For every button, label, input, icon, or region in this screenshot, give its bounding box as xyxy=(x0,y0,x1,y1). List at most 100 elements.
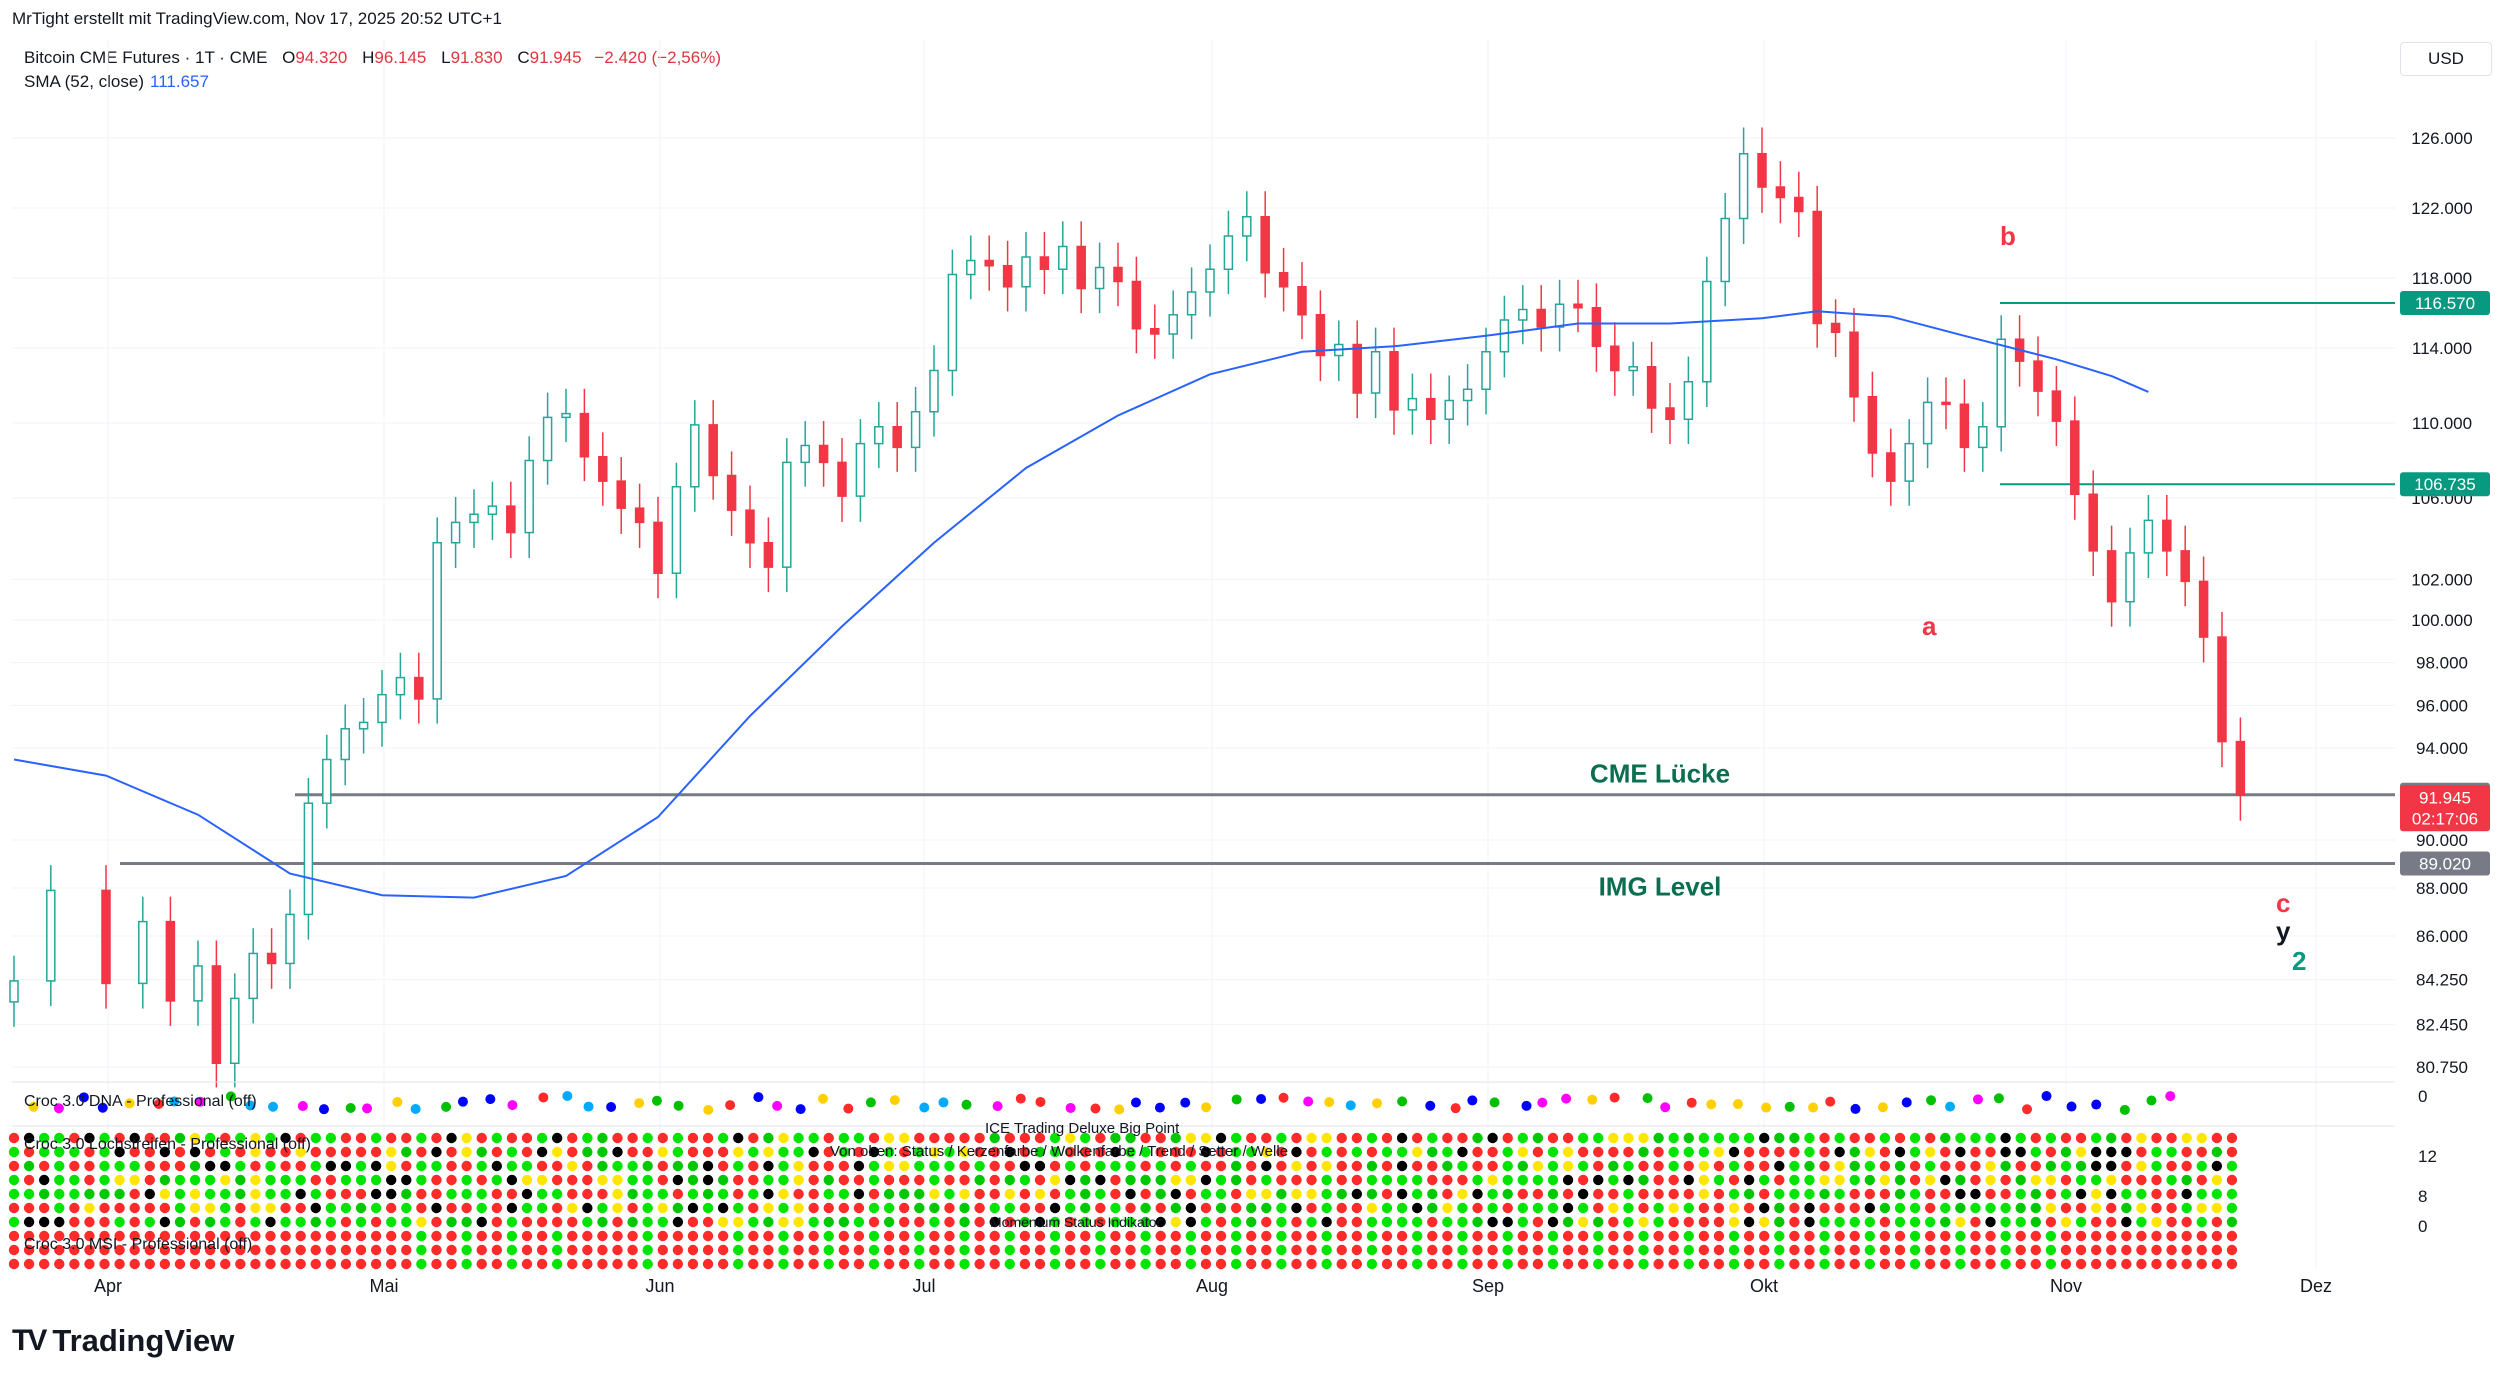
indicator-dot xyxy=(1411,1202,1423,1214)
candle-body xyxy=(1867,396,1878,454)
candle-body xyxy=(1646,366,1657,409)
candle-body xyxy=(2162,519,2172,552)
indicator-dot xyxy=(1743,1174,1755,1186)
indicator-dot xyxy=(672,1244,684,1256)
indicator-dot xyxy=(99,1230,110,1242)
indicator-dot xyxy=(1276,1132,1287,1144)
indicator-dot xyxy=(2151,1188,2162,1200)
indicator-dot xyxy=(1064,1146,1076,1158)
indicator-dot xyxy=(1713,1174,1725,1186)
indicator-dot xyxy=(1095,1146,1106,1158)
indicator-dot xyxy=(808,1160,819,1172)
wave-label-c: c xyxy=(2276,888,2290,918)
indicator-dot xyxy=(642,1146,653,1158)
indicator-dot xyxy=(883,1160,895,1172)
indicator-dot xyxy=(551,1216,563,1228)
indicator-dot xyxy=(280,1160,291,1172)
currency-button[interactable]: USD xyxy=(2400,42,2492,76)
indicator-dot xyxy=(1623,1132,1634,1144)
indicator-dot xyxy=(1306,1174,1317,1186)
indicator-dot xyxy=(189,1174,201,1186)
wave-label-b: b xyxy=(2000,221,2016,251)
indicator-dot xyxy=(1185,1244,1197,1256)
indicator-dot xyxy=(1547,1146,1559,1158)
lochstreifen-indicator-label[interactable]: Croc 3.0 Lochstreifen - Professional (of… xyxy=(24,1136,311,1153)
indicator-dot xyxy=(1185,1160,1197,1172)
indicator-dot xyxy=(551,1188,563,1200)
indicator-dot xyxy=(1442,1146,1453,1158)
indicator-dot xyxy=(506,1146,518,1158)
indicator-dot xyxy=(1728,1216,1740,1228)
msi-indicator-label[interactable]: Croc 3.0 MSI - Professional (off) xyxy=(24,1236,253,1253)
indicator-dot xyxy=(491,1202,503,1214)
indicator-dot xyxy=(235,1146,246,1158)
indicator-dot xyxy=(1653,1174,1664,1186)
price-axis[interactable]: 80.75082.45084.25086.00088.00090.00094.0… xyxy=(2400,129,2490,1236)
indicator-dot xyxy=(370,1202,382,1214)
indicator-dot xyxy=(1034,1258,1046,1270)
indicator-dot xyxy=(54,1188,65,1200)
indicator-dot xyxy=(627,1216,638,1228)
indicator-dot xyxy=(1411,1216,1423,1228)
indicator-dot xyxy=(23,1230,35,1242)
dna-dot xyxy=(1450,1103,1461,1114)
indicator-dot xyxy=(521,1244,533,1256)
indicator-dot xyxy=(265,1244,276,1256)
indicator-dot xyxy=(370,1132,382,1144)
indicator-dot xyxy=(204,1244,216,1256)
indicator-dot xyxy=(431,1132,442,1144)
indicator-dot xyxy=(627,1202,638,1214)
indicator-dot xyxy=(325,1202,337,1214)
indicator-dot xyxy=(1789,1202,1800,1214)
indicator-dot xyxy=(1864,1216,1876,1228)
indicator-dot xyxy=(1532,1132,1544,1144)
symbol-legend[interactable]: Bitcoin CME Futures · 1T · CME O94.320 H… xyxy=(24,48,721,68)
indicator-dot xyxy=(1562,1216,1574,1228)
indicator-dot xyxy=(1759,1230,1770,1242)
indicator-dot xyxy=(582,1244,593,1256)
indicator-dot xyxy=(1924,1244,1936,1256)
indicator-dot xyxy=(2045,1258,2057,1270)
indicator-dot xyxy=(310,1216,321,1228)
indicator-dot xyxy=(1562,1146,1574,1158)
indicator-dot xyxy=(763,1188,774,1200)
indicator-dot xyxy=(1140,1244,1151,1256)
indicator-dot xyxy=(1849,1202,1860,1214)
indicator-dot xyxy=(2121,1132,2132,1144)
dna-dot xyxy=(1972,1094,1983,1105)
indicator-dot xyxy=(2181,1216,2192,1228)
indicator-dot xyxy=(1427,1188,1438,1200)
indicator-dot xyxy=(567,1188,578,1200)
dna-indicator-label[interactable]: Croc 3.0 DNA - Professional (off) xyxy=(24,1093,257,1110)
indicator-dot xyxy=(1502,1202,1513,1214)
indicator-dot xyxy=(2045,1160,2057,1172)
indicator-dot xyxy=(1683,1146,1694,1158)
price-tick-label: 80.750 xyxy=(2416,1058,2468,1077)
indicator-dot xyxy=(929,1216,940,1228)
sma-legend[interactable]: SMA (52, close) 111.657 xyxy=(24,72,209,92)
indicator-dot xyxy=(1909,1160,1921,1172)
indicator-dot xyxy=(1080,1230,1091,1242)
indicator-dot xyxy=(23,1216,35,1228)
indicator-dot xyxy=(883,1216,895,1228)
candle-body xyxy=(1499,319,1510,353)
indicator-dot xyxy=(1170,1160,1181,1172)
symbol-name[interactable]: Bitcoin CME Futures · 1T · CME xyxy=(24,48,268,67)
sma-label[interactable]: SMA (52, close) xyxy=(24,72,144,91)
tradingview-logo[interactable]: TV TradingView xyxy=(12,1323,234,1359)
indicator-dot xyxy=(1562,1188,1574,1200)
price-tick-label: 110.000 xyxy=(2412,414,2472,433)
indicator-dot xyxy=(2166,1202,2177,1214)
candle-body xyxy=(1573,303,1583,309)
indicator-dot xyxy=(1366,1146,1378,1158)
indicator-dot xyxy=(2015,1216,2026,1228)
indicator-dot xyxy=(295,1244,306,1256)
indicator-dot xyxy=(461,1132,472,1144)
indicator-dot xyxy=(265,1188,276,1200)
indicator-dot xyxy=(1472,1174,1483,1186)
time-axis[interactable]: Apr Mai Jun Jul Aug Sep Okt Nov Dez xyxy=(94,1276,2332,1296)
indicator-dot xyxy=(989,1230,1000,1242)
indicator-dot xyxy=(1411,1188,1423,1200)
indicator-dot xyxy=(551,1230,563,1242)
